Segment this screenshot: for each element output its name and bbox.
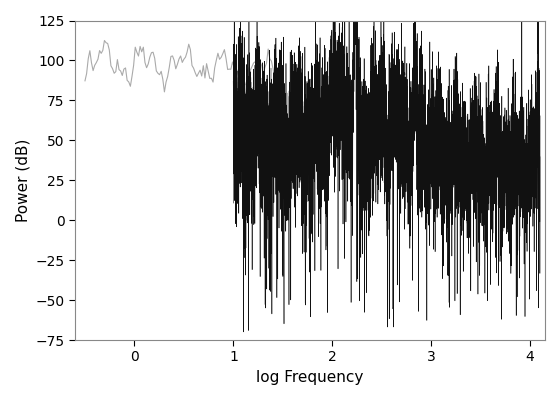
Y-axis label: Power (dB): Power (dB) — [15, 138, 30, 222]
X-axis label: log Frequency: log Frequency — [256, 370, 364, 385]
